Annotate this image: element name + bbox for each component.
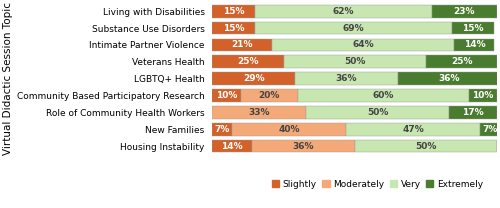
Bar [284,56,426,68]
Bar [355,140,497,152]
Text: 21%: 21% [232,40,253,50]
Text: 10%: 10% [216,91,238,100]
Bar [212,56,284,68]
Text: 17%: 17% [462,108,484,117]
Text: 7%: 7% [482,125,498,134]
Text: 50%: 50% [416,142,436,151]
Text: 36%: 36% [292,142,314,151]
Text: 50%: 50% [344,57,366,66]
Bar [212,140,252,152]
Y-axis label: Virtual Didactic Session Topic: Virtual Didactic Session Topic [3,2,13,155]
Text: 25%: 25% [451,57,472,66]
Text: 69%: 69% [342,24,364,33]
Bar [346,123,480,136]
Text: 10%: 10% [472,91,494,100]
Bar [241,89,298,102]
Bar [298,89,468,102]
Bar [255,22,452,34]
Bar [252,140,355,152]
Text: 23%: 23% [454,7,475,16]
Bar [212,123,233,136]
Bar [306,106,449,119]
Text: 50%: 50% [367,108,388,117]
Bar [232,123,346,136]
Legend: Slightly, Moderately, Very, Extremely: Slightly, Moderately, Very, Extremely [268,176,486,192]
Bar [212,5,255,17]
Bar [212,106,306,119]
Text: 15%: 15% [462,24,484,33]
Bar [468,89,497,102]
Bar [212,72,295,85]
Bar [255,5,432,17]
Bar [449,106,497,119]
Bar [452,22,494,34]
Bar [426,56,497,68]
Text: 25%: 25% [237,57,258,66]
Text: 7%: 7% [214,125,230,134]
Text: 47%: 47% [402,125,424,134]
Bar [212,39,272,51]
Bar [398,72,500,85]
Bar [480,123,500,136]
Text: 64%: 64% [352,40,374,50]
Text: 33%: 33% [248,108,270,117]
Bar [212,89,241,102]
Text: 36%: 36% [336,74,357,83]
Bar [212,22,255,34]
Bar [272,39,454,51]
Bar [432,5,497,17]
Bar [295,72,398,85]
Text: 14%: 14% [222,142,243,151]
Text: 60%: 60% [372,91,394,100]
Text: 29%: 29% [243,74,264,83]
Text: 36%: 36% [438,74,460,83]
Text: 15%: 15% [223,7,244,16]
Text: 14%: 14% [464,40,485,50]
Text: 20%: 20% [258,91,280,100]
Bar [454,39,494,51]
Text: 40%: 40% [278,125,300,134]
Text: 15%: 15% [223,24,244,33]
Text: 62%: 62% [332,7,354,16]
